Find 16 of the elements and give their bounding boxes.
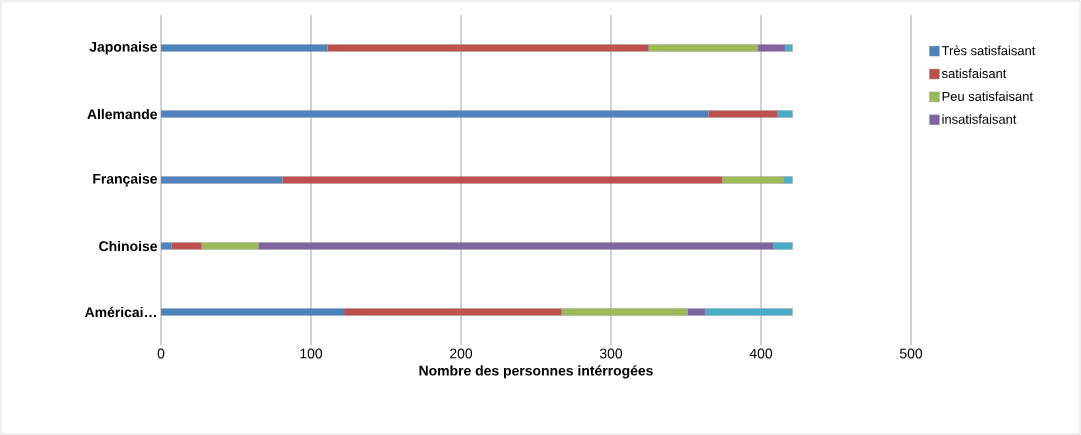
y-tick-label: Française [93,173,157,187]
x-axis-title: Nombre des personnes intérrogées [419,365,653,379]
x-tick-label: 300 [599,348,623,359]
legend-label: insatisfaisant [942,114,1017,124]
x-tick-label: 400 [749,348,773,359]
legend-label: Peu satisfaisant [942,91,1033,101]
x-tick-label: 500 [899,348,923,359]
y-tick-label: Chinoise [99,240,158,252]
y-tick-label: Américai… [84,306,156,318]
x-tick-label: 0 [157,348,165,359]
legend-label: Très satisfaisant [941,45,1036,56]
legend-label: satisfaisant [941,68,1007,79]
y-tick-label: Allemande [87,108,157,120]
x-tick-label: 100 [300,348,323,359]
x-tick-label: 200 [450,348,473,359]
y-tick-label: Japonaise [89,41,158,55]
